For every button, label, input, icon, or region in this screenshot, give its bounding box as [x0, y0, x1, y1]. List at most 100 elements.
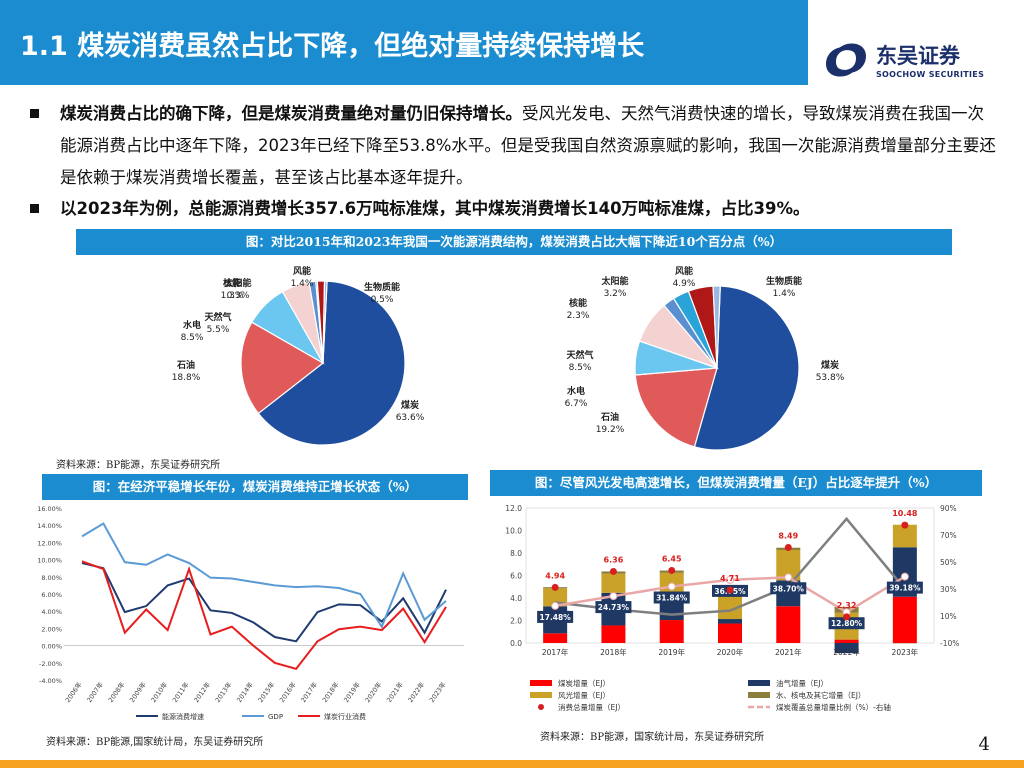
pie-label-name: 水电 [183, 319, 201, 331]
pie-label-value: 18.8% [172, 373, 201, 383]
y-left-tick: 6.0 [510, 572, 522, 581]
x-tick-label: 2021年 [775, 647, 802, 657]
bar-segment [718, 623, 742, 643]
x-tick-label: 2015年 [256, 680, 277, 704]
ratio-label: 17.48% [540, 613, 572, 622]
x-tick-label: 2008年 [106, 680, 127, 704]
bar-segment [543, 633, 568, 643]
x-tick-label: 2006年 [63, 680, 84, 704]
x-tick-label: 2011年 [170, 680, 191, 704]
pie-label-value: 8.5% [181, 333, 204, 343]
bullet-2-bold: 以2023年为例，总能源消费增长357.6万吨标准煤，其中煤炭消费增长140万吨… [60, 199, 810, 218]
x-tick-label: 2019年 [341, 680, 362, 704]
total-label: 6.36 [604, 555, 624, 564]
total-label: 10.48 [892, 509, 918, 518]
ratio-label-bg [653, 591, 690, 604]
x-tick-label: 2022年 [406, 680, 427, 704]
bar-segment [834, 639, 859, 643]
y-left-tick: 8.0 [510, 549, 522, 558]
x-tick-label: 2023年 [427, 680, 448, 704]
pie-label-name: 太阳能 [223, 277, 251, 289]
bar-segment [601, 573, 626, 593]
page-title: 1.1 煤炭消费虽然占比下降，但绝对量持续保持增长 [20, 31, 645, 62]
bottom-accent-bar [0, 760, 1024, 768]
y-left-tick: 2.0 [510, 617, 522, 626]
pie-label-name: 生物质能 [766, 275, 802, 287]
legend-label: 煤炭覆盖总量增量比例（%）-右轴 [776, 702, 891, 712]
x-tick-label: 2022年 [833, 647, 860, 657]
pie-label-name: 生物质能 [364, 281, 400, 293]
pie-slice-煤炭 [257, 280, 406, 446]
y-tick-label: 2.00% [41, 625, 62, 633]
pie-2015 [240, 280, 406, 446]
pie-label-value: 1.4% [773, 289, 796, 299]
ratio-label: 39.18% [889, 584, 921, 593]
y-left-tick: 12.0 [505, 504, 522, 513]
pie-label-name: 石油 [176, 359, 195, 371]
pie-label-name: 天然气 [566, 349, 593, 361]
pie-label-name: 石油 [600, 411, 619, 423]
y-tick-label: 10.00% [37, 557, 62, 565]
x-tick-label: 2007年 [84, 680, 105, 704]
title-bar: 1.1 煤炭消费虽然占比下降，但绝对量持续保持增长 [0, 0, 808, 85]
x-tick-label: 2013年 [213, 680, 234, 704]
x-tick-label: 2017年 [542, 647, 569, 657]
pie-label-name: 风能 [675, 265, 693, 277]
logo-brand: 东吴证券 [876, 44, 960, 68]
soochow-logo-icon [826, 43, 866, 77]
bar-source: 资料来源：BP能源，国家统计局，东吴证券研究所 [540, 732, 765, 743]
x-tick-label: 2016年 [277, 680, 298, 704]
legend-swatch [538, 704, 544, 710]
total-label: 2.32 [837, 601, 857, 610]
y-right-tick: 90% [940, 504, 957, 513]
line-chart-title: 图：在经济平稳增长年份，煤炭消费维持正增长状态（%） [42, 474, 468, 500]
ratio-label: 24.73% [598, 603, 630, 612]
total-marker [668, 566, 676, 574]
y-tick-label: 14.00% [37, 522, 62, 530]
pie-label-value: 1.3% [221, 291, 244, 301]
total-marker [784, 543, 792, 551]
bar-segment [543, 588, 568, 607]
total-label: 8.49 [778, 531, 798, 540]
bar-segment [892, 524, 917, 548]
y-right-tick: 30% [940, 585, 957, 594]
y-tick-label: 6.00% [41, 591, 62, 599]
legend-label: 煤炭行业消费 [324, 712, 366, 721]
x-tick-label: 2020年 [363, 680, 384, 704]
x-tick-label: 2018年 [600, 647, 627, 657]
pie-label-name: 风能 [293, 265, 311, 277]
pie-label-name: 煤炭 [401, 399, 419, 411]
pie-label-value: 2.3% [567, 311, 590, 321]
ratio-label-bg [537, 610, 574, 623]
ratio-marker [726, 575, 734, 584]
pie-label-name: 煤炭 [821, 359, 839, 371]
y-tick-label: 12.00% [37, 539, 62, 547]
ratio-label-bg [595, 601, 632, 614]
pie-slice-石油 [240, 321, 325, 415]
total-marker [901, 521, 909, 529]
pie-label-value: 53.8% [816, 373, 845, 383]
total-marker [609, 567, 617, 575]
line-series-GDP [81, 522, 447, 629]
line-series-煤炭行业消费 [81, 560, 447, 670]
total-marker [551, 583, 559, 591]
pie-label-name: 水电 [567, 385, 585, 397]
pie-label-value: 0.3% [227, 291, 250, 301]
total-label: 4.94 [545, 571, 565, 580]
company-logo: 东吴证券 SOOCHOW SECURITIES [820, 38, 1020, 84]
pie-2023 [634, 285, 800, 451]
bar-segment [776, 606, 801, 643]
bar-segment [834, 643, 859, 654]
pie-label-value: 19.2% [596, 425, 625, 435]
bullet-1-text: 受风光发电、天然气消费快速的增长，导致煤炭消费在我国一次能源消费占比中逐年下降，… [60, 104, 996, 187]
total-marker [843, 613, 851, 621]
y-left-tick: 4.0 [510, 594, 522, 603]
pie-label-value: 1.4% [291, 279, 314, 289]
ratio-label: 38.70% [773, 584, 805, 593]
x-tick-label: 2009年 [127, 680, 148, 704]
x-tick-label: 2012年 [192, 680, 213, 704]
ratio-marker [667, 582, 676, 591]
ratio-marker [609, 592, 618, 601]
legend-label: 油气增量（EJ） [776, 678, 828, 688]
x-tick-label: 2019年 [658, 647, 685, 657]
